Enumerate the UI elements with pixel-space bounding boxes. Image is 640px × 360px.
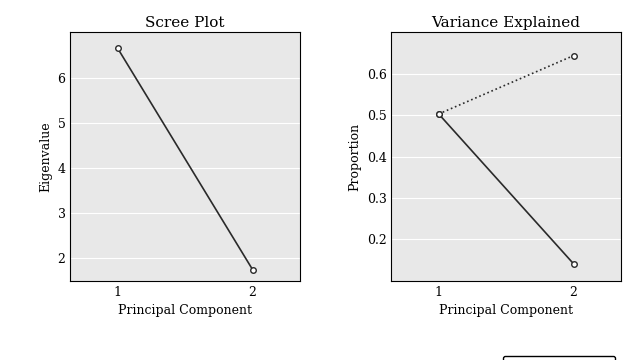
Title: Scree Plot: Scree Plot bbox=[145, 16, 225, 30]
Line: Proportion: Proportion bbox=[436, 111, 577, 267]
Proportion bbox=[570, 262, 577, 266]
X-axis label: Principal Component: Principal Component bbox=[439, 304, 573, 317]
Cumulative bbox=[435, 112, 442, 116]
X-axis label: Principal Component: Principal Component bbox=[118, 304, 252, 317]
Cumulative bbox=[570, 53, 577, 58]
Legend: Cumulative, Proportion: Cumulative, Proportion bbox=[503, 356, 615, 360]
Proportion bbox=[435, 112, 442, 116]
Line: Cumulative: Cumulative bbox=[436, 53, 577, 117]
Y-axis label: Eigenvalue: Eigenvalue bbox=[39, 121, 52, 192]
Y-axis label: Proportion: Proportion bbox=[348, 122, 361, 191]
Title: Variance Explained: Variance Explained bbox=[431, 16, 580, 30]
